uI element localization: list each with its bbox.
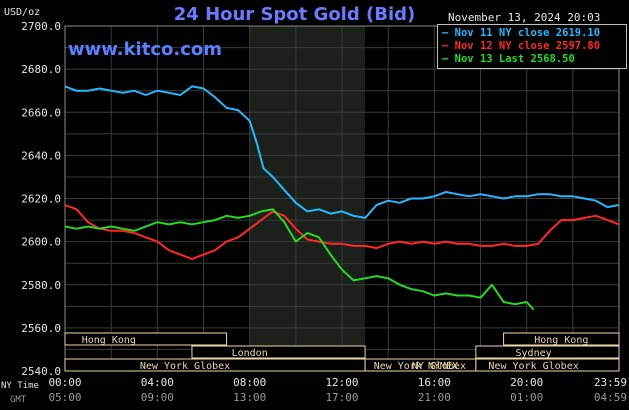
- y-tick-label: 2620.0: [21, 193, 61, 206]
- y-tick-label: 2700.0: [21, 20, 61, 33]
- x-tick-label-gmt: 05:00: [48, 391, 81, 404]
- price-series: [64, 85, 620, 311]
- x-axis-row-label: NY Time: [1, 381, 39, 391]
- session-label: Sydney: [516, 348, 552, 359]
- session-label: Hong Kong: [82, 335, 136, 346]
- session-label: New York Globex: [140, 361, 230, 372]
- session-box-london: [191, 345, 366, 359]
- legend-item-nov11: – Nov 11 NY close 2619.10: [442, 27, 601, 39]
- x-axis-row-label: GMT: [10, 395, 27, 405]
- chart-timestamp: November 13, 2024 20:03: [448, 11, 601, 24]
- y-axis-ticks: 2700.0 2680.0 2660.0 2640.0 2620.0 2600.0 2580…: [21, 20, 61, 378]
- series-line-2: [64, 204, 620, 260]
- x-tick-label-gmt: 17:00: [325, 391, 358, 404]
- x-tick-label-gmt: 13:00: [233, 391, 266, 404]
- series-line-1: [64, 85, 620, 219]
- legend-item-nov12: – Nov 12 NY close 2597.80: [442, 40, 601, 52]
- session-label: New York NYMEX: [374, 361, 458, 372]
- session-label: NY Globex: [412, 361, 466, 372]
- chart-title: 24 Hour Spot Gold (Bid): [173, 4, 416, 25]
- x-tick-label-ny: 23:59: [594, 376, 627, 389]
- x-tick-label-gmt: 21:00: [418, 391, 451, 404]
- legend-label: Nov 12 NY close 2597.80: [454, 40, 601, 52]
- x-tick-label-ny: 00:00: [48, 376, 81, 389]
- series-line-3: [64, 208, 535, 311]
- session-label: New York Globex: [488, 361, 578, 372]
- grid-lines: [64, 25, 620, 372]
- x-tick-label-ny: 16:00: [418, 376, 451, 389]
- y-tick-label: 2540.0: [21, 365, 61, 378]
- session-box-sydney: [475, 345, 620, 359]
- x-tick-label-gmt: 04:59: [594, 391, 627, 404]
- session-label: London: [232, 348, 268, 359]
- x-tick-label-ny: 20:00: [510, 376, 543, 389]
- x-tick-label-ny: 12:00: [325, 376, 358, 389]
- x-axis-ticks: 00:00 05:00 04:00 09:00 08:00 13:00 12:00 17:00…: [1, 376, 627, 405]
- session-label: Hong Kong: [534, 335, 588, 346]
- chart-legend: – Nov 11 NY close 2619.10 – Nov 12 NY cl…: [437, 24, 627, 69]
- y-tick-label: 2660.0: [21, 106, 61, 119]
- x-tick-label-ny: 08:00: [233, 376, 266, 389]
- legend-label: Nov 13 Last 2568.50: [454, 53, 575, 65]
- y-tick-label: 2580.0: [21, 279, 61, 292]
- x-tick-label-ny: 04:00: [141, 376, 174, 389]
- session-box-new-york-globex: [475, 358, 620, 372]
- legend-label: Nov 11 NY close 2619.10: [454, 27, 601, 39]
- y-tick-label: 2640.0: [21, 149, 61, 162]
- y-tick-label: 2560.0: [21, 322, 61, 335]
- y-tick-label: 2680.0: [21, 63, 61, 76]
- legend-item-nov13: – Nov 13 Last 2568.50: [442, 53, 575, 65]
- x-tick-label-gmt: 09:00: [141, 391, 174, 404]
- y-tick-label: 2600.0: [21, 236, 61, 249]
- source-watermark[interactable]: www.kitco.com: [68, 39, 222, 60]
- session-box-hong-kong: [64, 332, 228, 346]
- x-tick-label-gmt: 01:00: [510, 391, 543, 404]
- y-axis-unit-label: USD/oz: [4, 7, 41, 18]
- session-box-hong-kong: [503, 332, 620, 346]
